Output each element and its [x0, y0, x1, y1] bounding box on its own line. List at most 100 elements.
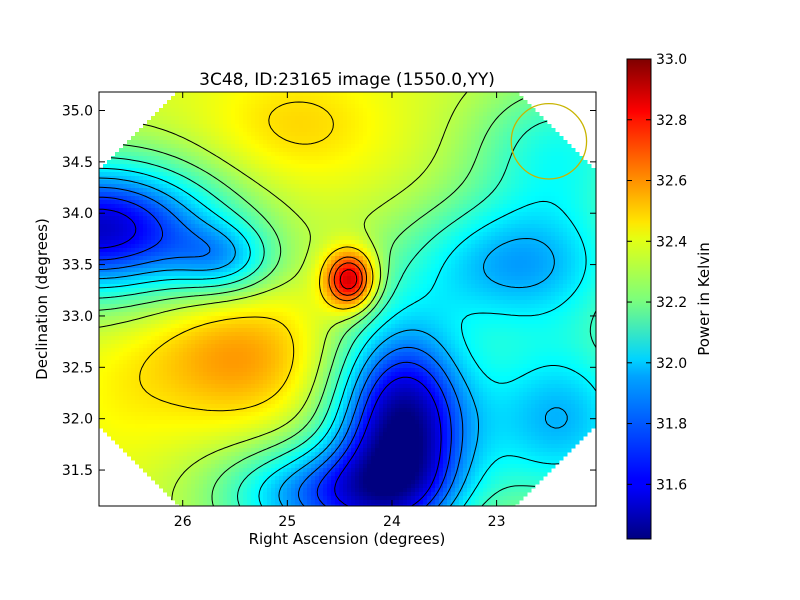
heatmap-cell: [239, 224, 244, 229]
heatmap-cell: [103, 184, 108, 189]
heatmap-cell: [299, 220, 304, 225]
heatmap-cell: [151, 152, 156, 157]
heatmap-cell: [191, 104, 196, 109]
heatmap-cell: [199, 212, 204, 217]
heatmap-cell: [379, 228, 384, 233]
heatmap-cell: [195, 252, 200, 257]
heatmap-cell: [295, 224, 300, 229]
heatmap-cell: [583, 232, 588, 237]
heatmap-cell: [207, 152, 212, 157]
heatmap-cell: [391, 100, 396, 105]
heatmap-cell: [495, 164, 500, 169]
heatmap-cell: [467, 208, 472, 213]
heatmap-cell: [427, 184, 432, 189]
heatmap-cell: [239, 120, 244, 125]
heatmap-cell: [223, 100, 228, 105]
heatmap-cell: [411, 124, 416, 129]
heatmap-cell: [319, 212, 324, 217]
heatmap-cell: [351, 200, 356, 205]
heatmap-cell: [267, 228, 272, 233]
heatmap-cell: [311, 104, 316, 109]
heatmap-cell: [431, 136, 436, 141]
heatmap-cell: [399, 216, 404, 221]
heatmap-cell: [511, 124, 516, 129]
heatmap-cell: [315, 108, 320, 113]
heatmap-cell: [187, 140, 192, 145]
heatmap-cell: [487, 124, 492, 129]
heatmap-cell: [359, 216, 364, 221]
heatmap-cell: [367, 168, 372, 173]
heatmap-cell: [191, 132, 196, 137]
heatmap-cell: [275, 236, 280, 241]
heatmap-cell: [331, 244, 336, 249]
heatmap-cell: [387, 96, 392, 101]
heatmap-cell: [487, 136, 492, 141]
heatmap-cell: [371, 124, 376, 129]
heatmap-cell: [159, 176, 164, 181]
heatmap-cell: [495, 136, 500, 141]
heatmap-cell: [447, 240, 452, 245]
heatmap-cell: [451, 120, 456, 125]
heatmap-cell: [127, 164, 132, 169]
heatmap-cell: [459, 220, 464, 225]
heatmap-cell: [403, 224, 408, 229]
heatmap-cell: [191, 164, 196, 169]
heatmap-cell: [523, 220, 528, 225]
heatmap-cell: [315, 208, 320, 213]
heatmap-cell: [255, 252, 260, 257]
heatmap-cell: [579, 200, 584, 205]
heatmap-cell: [283, 204, 288, 209]
heatmap-cell: [135, 176, 140, 181]
heatmap-cell: [203, 200, 208, 205]
heatmap-cell: [363, 240, 368, 245]
heatmap-cell: [479, 228, 484, 233]
heatmap-cell: [255, 216, 260, 221]
heatmap-cell: [147, 216, 152, 221]
heatmap-cell: [131, 136, 136, 141]
heatmap-cell: [307, 260, 312, 265]
heatmap-cell: [123, 156, 128, 161]
heatmap-cell: [503, 252, 508, 257]
heatmap-cell: [539, 180, 544, 185]
heatmap-cell: [419, 112, 424, 117]
heatmap-cell: [211, 92, 216, 97]
heatmap-cell: [195, 148, 200, 153]
heatmap-cell: [167, 140, 172, 145]
heatmap-cell: [411, 144, 416, 149]
heatmap-cell: [195, 176, 200, 181]
heatmap-cell: [191, 168, 196, 173]
heatmap-cell: [271, 228, 276, 233]
heatmap-cell: [463, 208, 468, 213]
heatmap-cell: [207, 204, 212, 209]
heatmap-cell: [103, 260, 108, 265]
heatmap-cell: [155, 144, 160, 149]
heatmap-cell: [555, 224, 560, 229]
heatmap-cell: [503, 128, 508, 133]
heatmap-cell: [319, 228, 324, 233]
heatmap-cell: [587, 172, 592, 177]
heatmap-cell: [423, 152, 428, 157]
heatmap-cell: [367, 152, 372, 157]
heatmap-cell: [251, 236, 256, 241]
heatmap-cell: [551, 204, 556, 209]
heatmap-cell: [283, 184, 288, 189]
heatmap-cell: [387, 236, 392, 241]
heatmap-cell: [167, 244, 172, 249]
heatmap-cell: [307, 132, 312, 137]
heatmap-cell: [195, 160, 200, 165]
heatmap-cell: [287, 204, 292, 209]
heatmap-cell: [283, 92, 288, 97]
heatmap-cell: [275, 192, 280, 197]
heatmap-cell: [475, 252, 480, 257]
heatmap-cell: [211, 180, 216, 185]
heatmap-cell: [495, 148, 500, 153]
heatmap-cell: [187, 124, 192, 129]
heatmap-cell: [187, 148, 192, 153]
heatmap-cell: [455, 228, 460, 233]
heatmap-cell: [135, 196, 140, 201]
heatmap-cell: [403, 212, 408, 217]
heatmap-cell: [543, 188, 548, 193]
heatmap-cell: [215, 172, 220, 177]
heatmap-cell: [415, 224, 420, 229]
heatmap-cell: [299, 112, 304, 117]
